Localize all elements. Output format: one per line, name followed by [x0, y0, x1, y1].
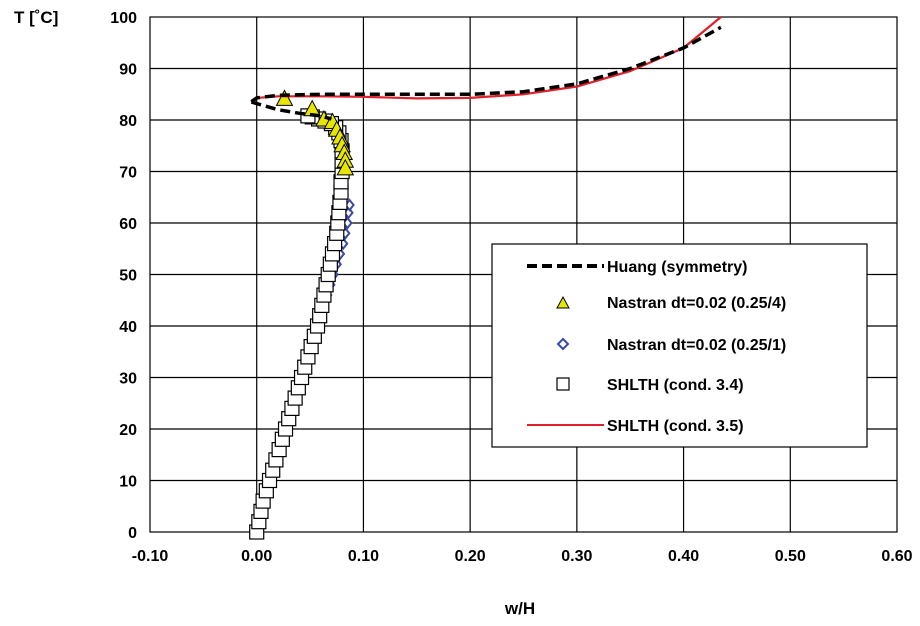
- x-tick-label: 0.10: [348, 548, 379, 565]
- legend-swatch-shlth-34: [556, 377, 570, 391]
- y-tick-label: 30: [119, 371, 137, 388]
- y-axis-ticks: 0 10 20 30 40 50 60 70 80 90 100: [110, 10, 137, 542]
- x-tick-label: 0.60: [881, 548, 912, 565]
- legend-label-shlth-35: SHLTH (cond. 3.5): [607, 418, 744, 435]
- x-tick-label: 0.50: [775, 548, 806, 565]
- legend-label-huang: Huang (symmetry): [607, 259, 747, 276]
- legend-box: [491, 243, 868, 448]
- legend-swatch-nastran-4: [556, 295, 570, 309]
- series-layer: [249, 16, 722, 540]
- y-axis-title: T [˚C]: [14, 8, 58, 27]
- x-tick-label: -0.10: [132, 548, 169, 565]
- x-tick-label: 0.30: [561, 548, 592, 565]
- x-axis-ticks: -0.10 0.00 0.10 0.20 0.30 0.40 0.50 0.60: [132, 548, 913, 565]
- legend-label-shlth-34: SHLTH (cond. 3.4): [607, 377, 744, 394]
- y-tick-label: 60: [119, 216, 137, 233]
- y-tick-label: 20: [119, 422, 137, 439]
- x-tick-label: 0.40: [668, 548, 699, 565]
- series-line-huang: [250, 25, 722, 104]
- data-point-triangle: [275, 89, 294, 106]
- legend-swatch-nastran-1: [556, 337, 570, 351]
- y-tick-label: 50: [119, 268, 137, 285]
- legend-label-nastran-1: Nastran dt=0.02 (0.25/1): [607, 337, 786, 354]
- legend-label-nastran-4: Nastran dt=0.02 (0.25/4): [607, 295, 786, 312]
- x-tick-label: 0.20: [455, 548, 486, 565]
- data-point-triangle: [336, 158, 355, 176]
- x-tick-label: 0.00: [241, 548, 272, 565]
- y-tick-label: 100: [110, 10, 137, 27]
- y-tick-label: 90: [119, 62, 137, 79]
- y-tick-label: 40: [119, 319, 137, 336]
- series-line-huang: [250, 100, 332, 121]
- y-tick-label: 70: [119, 165, 137, 182]
- y-tick-label: 10: [119, 474, 137, 491]
- y-tick-label: 80: [119, 113, 137, 130]
- legend: Huang (symmetry) Nastran dt=0.02 (0.25/4…: [491, 243, 868, 448]
- y-tick-label: 0: [128, 525, 137, 542]
- x-axis-title: w/H: [504, 599, 535, 618]
